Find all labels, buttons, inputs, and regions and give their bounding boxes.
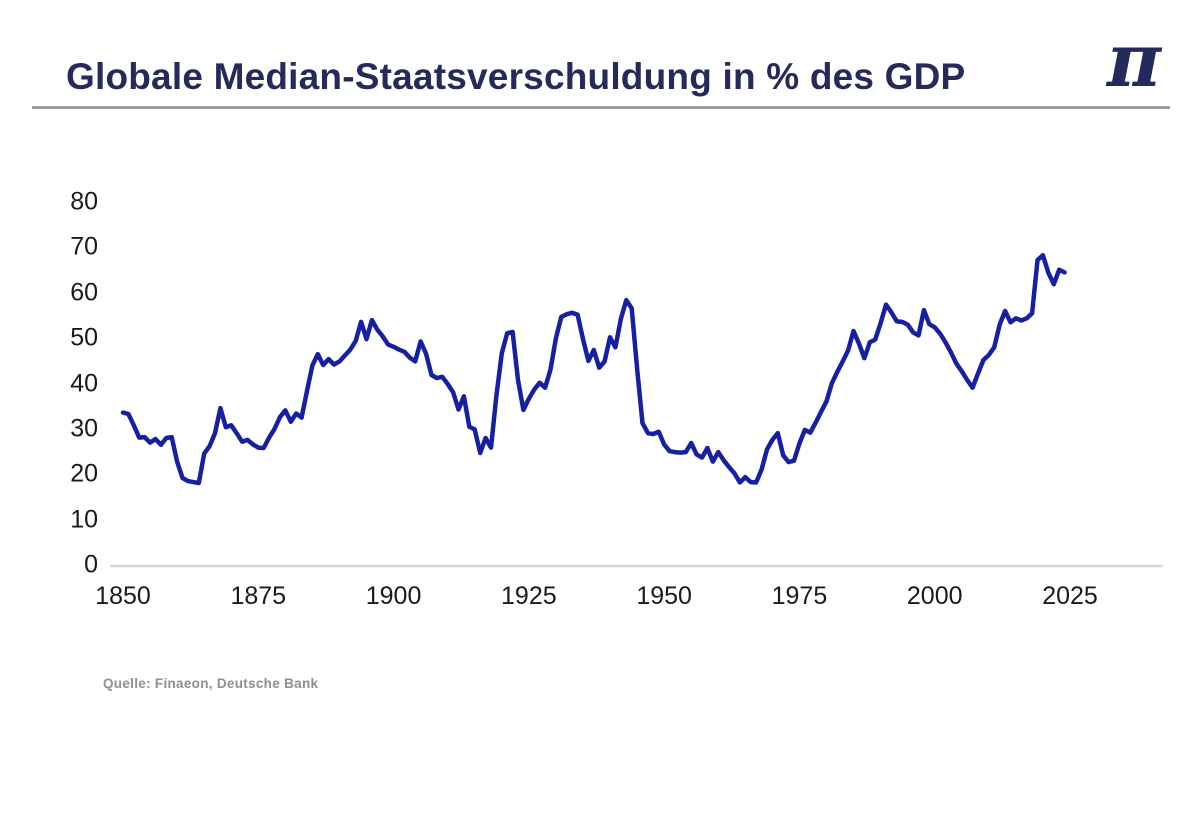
debt-line-series [120, 252, 1067, 486]
chart-title: Globale Median-Staatsverschuldung in % d… [66, 56, 966, 97]
x-axis-tick-label: 2025 [1042, 582, 1098, 610]
y-axis-tick-label: 20 [70, 459, 98, 488]
x-axis-tick-label: 2000 [906, 582, 963, 610]
source-note: Quelle: Finaeon, Deutsche Bank [103, 676, 319, 691]
x-axis-tick-label: 1900 [365, 582, 422, 610]
x-axis-tick-label: 1925 [501, 582, 557, 610]
title-separator [32, 106, 1170, 109]
pi-logo-icon: π [1106, 18, 1162, 104]
x-axis-tick-label: 1850 [95, 582, 151, 610]
x-axis-tick-label: 1950 [636, 582, 692, 610]
x-axis-tick-label: 1975 [771, 582, 828, 610]
y-axis-tick-label: 70 [70, 232, 98, 261]
y-axis-tick-label: 60 [70, 278, 98, 307]
x-axis-tick-label: 1875 [230, 582, 287, 610]
y-axis-tick-label: 40 [70, 368, 98, 397]
y-axis-tick-label: 0 [84, 550, 98, 579]
y-axis-tick-label: 10 [70, 504, 98, 533]
y-axis-tick-label: 50 [70, 323, 98, 352]
y-axis-tick-label: 30 [70, 414, 98, 443]
y-axis-tick-label: 80 [70, 187, 98, 216]
